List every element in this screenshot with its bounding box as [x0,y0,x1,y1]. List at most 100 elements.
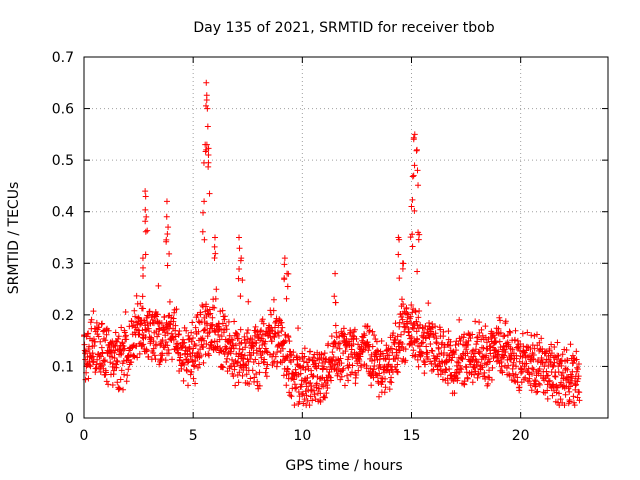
data-point [288,393,295,400]
data-point [523,360,530,367]
data-point [563,347,570,354]
data-point [558,362,565,369]
data-point [121,329,128,336]
data-point [129,323,136,330]
data-point [148,314,155,321]
data-point [211,255,218,262]
data-point [382,375,389,382]
data-point [416,308,423,315]
data-point [170,315,177,322]
y-axis-label: SRMTID / TECUs [6,182,22,295]
data-point [157,357,164,364]
data-point [120,386,127,393]
data-point [467,335,474,342]
data-point [237,293,244,300]
data-point [274,359,281,366]
data-point [402,357,409,364]
data-point [99,320,106,327]
data-point [379,350,386,357]
data-point [311,387,318,394]
data-point [541,349,548,356]
data-point [573,381,580,388]
data-point [516,358,523,365]
data-point [302,366,309,373]
data-point [486,367,493,374]
data-point [266,330,273,337]
data-point [236,234,243,241]
data-point [508,354,515,361]
data-point [278,328,285,335]
data-point [376,370,383,377]
data-point [501,332,508,339]
data-point [474,374,481,381]
data-point [332,322,339,329]
data-point [318,381,325,388]
data-point [194,364,201,371]
data-point [120,343,127,350]
data-point [212,295,219,302]
data-point [83,333,90,340]
data-point [274,329,281,336]
data-point [113,357,120,364]
data-point [573,356,580,363]
data-point [448,357,455,364]
data-point [103,369,110,376]
data-point [176,327,183,334]
data-point [240,355,247,362]
data-point [166,298,173,305]
data-point [189,358,196,365]
data-point [271,330,278,337]
data-point [204,123,211,130]
data-point [475,370,482,377]
data-point [323,390,330,397]
data-point [109,381,116,388]
data-point [199,228,206,235]
data-point [158,355,165,362]
data-point [229,356,236,363]
data-point [451,351,458,358]
data-point [538,335,545,342]
data-point [150,338,157,345]
data-point [294,353,301,360]
data-point [513,355,520,362]
data-point [347,329,354,336]
data-point [437,363,444,370]
data-point [549,363,556,370]
data-point [551,373,558,380]
data-point [110,367,117,374]
data-point [539,359,546,366]
data-point [225,318,232,325]
data-point [221,316,228,323]
data-point [545,378,552,385]
data-point [517,341,524,348]
data-point [288,375,295,382]
data-point [247,355,254,362]
data-point [223,326,230,333]
data-point [427,340,434,347]
data-point [320,363,327,370]
data-point [445,328,452,335]
data-point [332,270,339,277]
data-point [365,347,372,354]
data-point [367,365,374,372]
data-point [443,366,450,373]
data-point [304,375,311,382]
data-point [89,359,96,366]
data-point [208,339,215,346]
data-point [203,92,210,99]
data-point [180,377,187,384]
data-point [492,339,499,346]
data-point [463,346,470,353]
data-point [474,334,481,341]
data-point [87,363,94,370]
data-point [565,374,572,381]
data-point [286,389,293,396]
data-point [301,353,308,360]
data-point [345,364,352,371]
data-point [197,311,204,318]
data-point [131,353,138,360]
data-point [497,329,504,336]
data-point [151,352,158,359]
data-point [324,384,331,391]
data-point [107,359,114,366]
